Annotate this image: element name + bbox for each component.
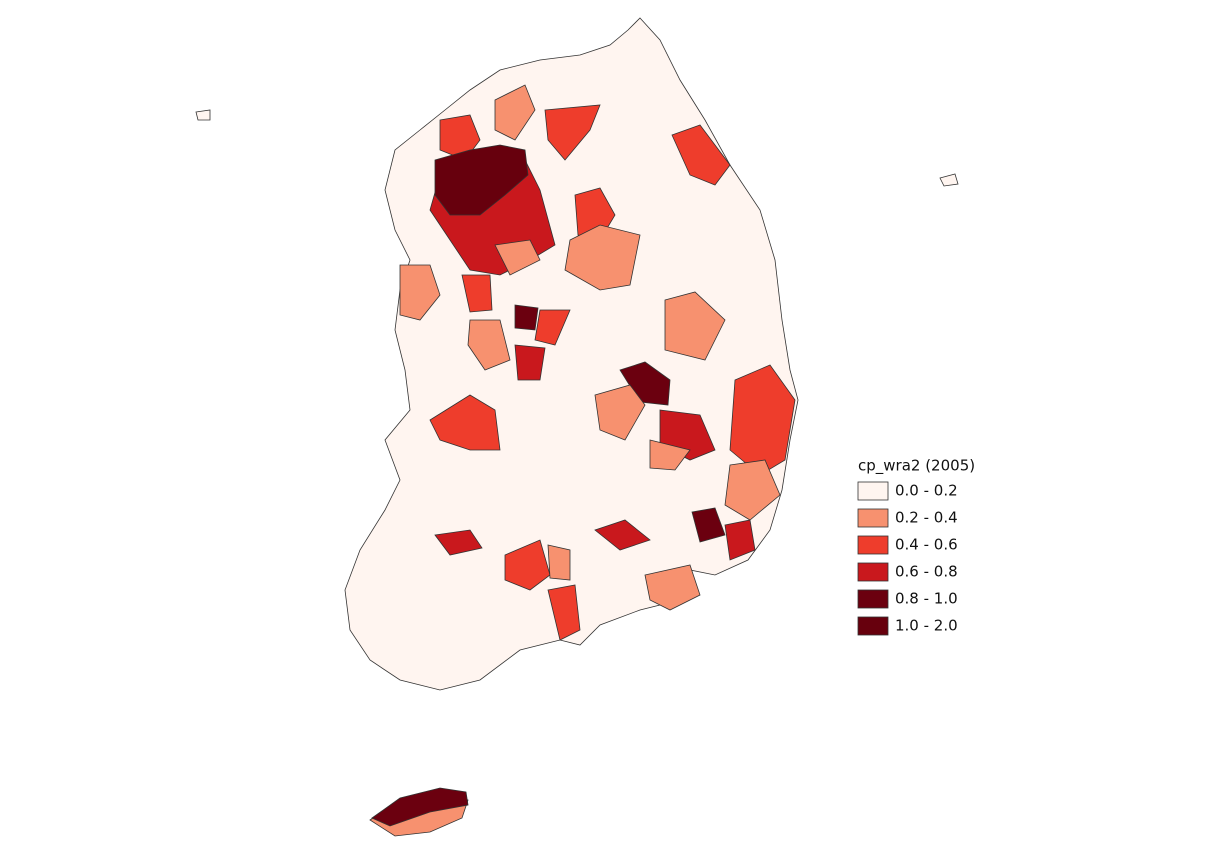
region bbox=[547, 584, 581, 641]
legend-label: 0.6 - 0.8 bbox=[895, 563, 958, 581]
region bbox=[514, 304, 539, 331]
island bbox=[939, 173, 959, 187]
legend-label: 1.0 - 2.0 bbox=[895, 617, 958, 635]
island bbox=[195, 109, 211, 121]
region bbox=[594, 384, 646, 441]
region bbox=[371, 787, 469, 827]
legend-swatch bbox=[857, 616, 889, 636]
region bbox=[494, 239, 541, 276]
legend-title: cp_wra2 (2005) bbox=[858, 457, 975, 476]
legend-swatch bbox=[857, 562, 889, 582]
legend-label: 0.2 - 0.4 bbox=[895, 509, 958, 527]
legend-swatch bbox=[857, 508, 889, 528]
region bbox=[504, 539, 551, 591]
region bbox=[547, 544, 571, 581]
legend-label: 0.0 - 0.2 bbox=[895, 482, 958, 500]
region bbox=[671, 124, 731, 186]
region bbox=[594, 519, 651, 551]
region bbox=[494, 84, 536, 141]
region bbox=[461, 274, 493, 313]
region bbox=[399, 264, 441, 321]
legend-swatch bbox=[857, 589, 889, 609]
region bbox=[691, 507, 726, 543]
region bbox=[544, 104, 601, 161]
legend-label: 0.4 - 0.6 bbox=[895, 536, 958, 554]
region bbox=[664, 291, 726, 361]
region bbox=[429, 394, 501, 451]
region bbox=[724, 459, 781, 521]
region bbox=[724, 519, 756, 561]
legend: cp_wra2 (2005) 0.0 - 0.2 0.2 - 0.4 0.4 - 0… bbox=[857, 457, 975, 636]
legend-swatch bbox=[857, 535, 889, 555]
region bbox=[729, 364, 796, 476]
region bbox=[467, 319, 511, 371]
region bbox=[649, 439, 691, 471]
region bbox=[534, 309, 571, 346]
region bbox=[514, 344, 546, 381]
legend-label: 0.8 - 1.0 bbox=[895, 590, 958, 608]
map-regions bbox=[195, 17, 959, 837]
legend-swatch bbox=[857, 481, 889, 501]
region bbox=[434, 144, 529, 216]
region bbox=[644, 564, 701, 611]
region bbox=[434, 529, 483, 556]
region bbox=[564, 224, 641, 291]
